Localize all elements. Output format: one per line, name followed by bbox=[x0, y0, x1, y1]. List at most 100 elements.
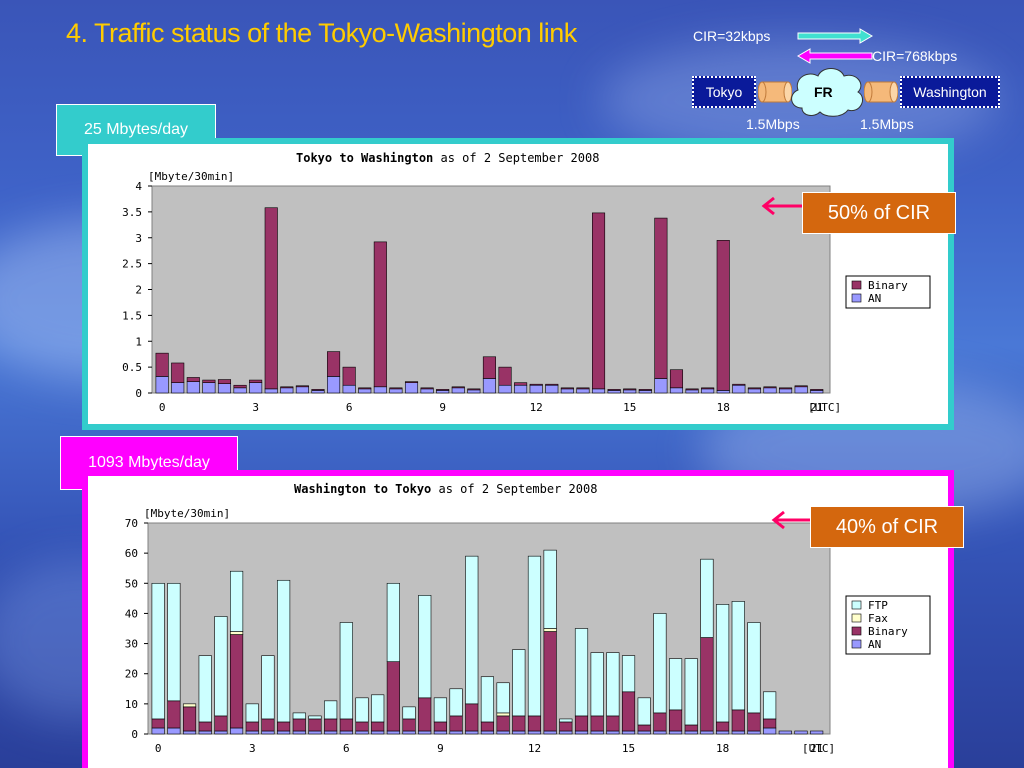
bar-segment-binary bbox=[779, 387, 793, 390]
bar-segment-binary bbox=[436, 389, 450, 391]
bar-segment-an bbox=[339, 730, 353, 735]
legend-swatch-ftp bbox=[851, 600, 862, 610]
legend-label-an: AN bbox=[868, 638, 881, 651]
tokyo-node: Tokyo bbox=[692, 76, 756, 108]
y-tick-label: 1 bbox=[135, 335, 142, 348]
bar-segment-binary bbox=[217, 379, 232, 384]
x-tick-label: 21 bbox=[810, 742, 823, 755]
bar-segment-binary bbox=[592, 212, 606, 390]
cir-up-arrow-icon bbox=[797, 28, 873, 44]
bar-segment-binary bbox=[171, 362, 185, 383]
bar-segment-an bbox=[512, 730, 526, 735]
bar-segment-binary bbox=[732, 383, 746, 386]
bar-segment-an bbox=[167, 727, 181, 735]
y-tick-label: 30 bbox=[125, 638, 138, 651]
bar-segment-binary bbox=[386, 661, 400, 732]
bar-segment-an bbox=[763, 727, 777, 735]
bar-segment-an bbox=[342, 384, 356, 394]
bar-segment-an bbox=[514, 384, 528, 394]
legend-swatch-binary bbox=[851, 626, 862, 636]
y-tick-label: 0.5 bbox=[122, 361, 142, 374]
bar-segment-an bbox=[358, 388, 372, 394]
bar-segment-ftp bbox=[574, 628, 589, 717]
bar-segment-binary bbox=[607, 389, 621, 391]
bar-segment-ftp bbox=[512, 649, 526, 717]
bar-segment-an bbox=[171, 382, 185, 394]
bar-segment-an bbox=[778, 730, 792, 735]
bar-segment-binary bbox=[324, 718, 338, 732]
bar-segment-binary bbox=[339, 718, 353, 732]
bar-segment-an bbox=[436, 390, 450, 394]
bar-segment-binary bbox=[574, 715, 589, 732]
bar-segment-ftp bbox=[371, 694, 385, 723]
bar-segment-binary bbox=[701, 387, 715, 390]
bar-segment-an bbox=[261, 730, 275, 735]
x-tick-label: 6 bbox=[346, 401, 353, 414]
bar-segment-binary bbox=[480, 721, 495, 732]
bar-segment-an bbox=[716, 390, 730, 394]
bar-segment-an bbox=[186, 381, 200, 394]
bar-segment-binary bbox=[182, 706, 197, 732]
bar-segment-binary bbox=[668, 709, 683, 732]
bar-segment-an bbox=[155, 376, 169, 394]
bar-segment-binary bbox=[167, 700, 181, 729]
bar-segment-an bbox=[465, 730, 479, 735]
x-tick-label: 3 bbox=[249, 742, 256, 755]
bar-segment-ftp bbox=[198, 655, 212, 723]
bar-segment-an bbox=[732, 384, 746, 394]
bar-segment-ftp bbox=[606, 652, 620, 717]
bar-segment-an bbox=[560, 388, 574, 394]
bar-segment-ftp bbox=[449, 688, 463, 717]
bar-segment-binary bbox=[496, 715, 510, 732]
bar-segment-binary bbox=[654, 217, 668, 379]
bar-segment-binary bbox=[621, 691, 636, 732]
bar-segment-ftp bbox=[621, 655, 636, 693]
bar-segment-an bbox=[543, 730, 557, 735]
bar-segment-binary bbox=[747, 387, 761, 390]
x-tick-label: 0 bbox=[155, 742, 162, 755]
bar-segment-ftp bbox=[700, 558, 714, 638]
bar-segment-binary bbox=[482, 356, 496, 379]
bar-segment-binary bbox=[623, 388, 637, 391]
x-tick-label: 0 bbox=[159, 401, 166, 414]
bar-segment-binary bbox=[202, 379, 216, 383]
y-tick-label: 10 bbox=[125, 698, 138, 711]
slide-title: 4. Traffic status of the Tokyo-Washingto… bbox=[66, 18, 577, 48]
bar-segment-binary bbox=[198, 721, 212, 732]
y-tick-label: 2.5 bbox=[122, 258, 142, 271]
bar-segment-binary bbox=[685, 388, 699, 391]
bar-segment-binary bbox=[186, 377, 200, 382]
bar-segment-an bbox=[654, 378, 668, 394]
bar-segment-an bbox=[794, 386, 808, 394]
bar-segment-an bbox=[245, 730, 259, 735]
bar-segment-an bbox=[280, 387, 294, 394]
bar-segment-ftp bbox=[386, 582, 400, 662]
bar-segment-binary bbox=[373, 241, 387, 388]
bar-segment-an bbox=[277, 730, 291, 735]
bar-segment-an bbox=[653, 730, 667, 735]
bar-segment-binary bbox=[151, 718, 165, 729]
bar-segment-binary bbox=[653, 712, 667, 732]
bar-segment-an bbox=[684, 730, 698, 735]
bar-segment-ftp bbox=[230, 570, 244, 632]
bar-segment-binary bbox=[731, 709, 745, 732]
bar-segment-an bbox=[404, 382, 419, 394]
chart-title: Tokyo to Washington as of 2 September 20… bbox=[296, 151, 599, 165]
bar-segment-an bbox=[574, 730, 589, 735]
bar-segment-an bbox=[371, 730, 385, 735]
bar-segment-binary bbox=[498, 366, 512, 386]
bar-segment-an bbox=[559, 730, 573, 735]
bar-segment-an bbox=[607, 390, 621, 394]
bar-segment-ftp bbox=[151, 582, 165, 720]
x-unit-label: [UTC] bbox=[808, 401, 841, 414]
y-tick-label: 2 bbox=[135, 284, 142, 297]
bar-segment-an bbox=[669, 387, 684, 394]
top-chart-frame: Tokyo to Washington as of 2 September 20… bbox=[82, 138, 954, 430]
bar-segment-binary bbox=[358, 387, 372, 390]
bar-segment-an bbox=[590, 730, 604, 735]
bar-segment-an bbox=[529, 384, 543, 394]
cir-down-arrow-icon bbox=[797, 48, 873, 64]
legend-label-an: AN bbox=[868, 292, 881, 305]
cir-up-label: CIR=32kbps bbox=[693, 28, 771, 44]
bar-segment-an bbox=[779, 388, 793, 394]
